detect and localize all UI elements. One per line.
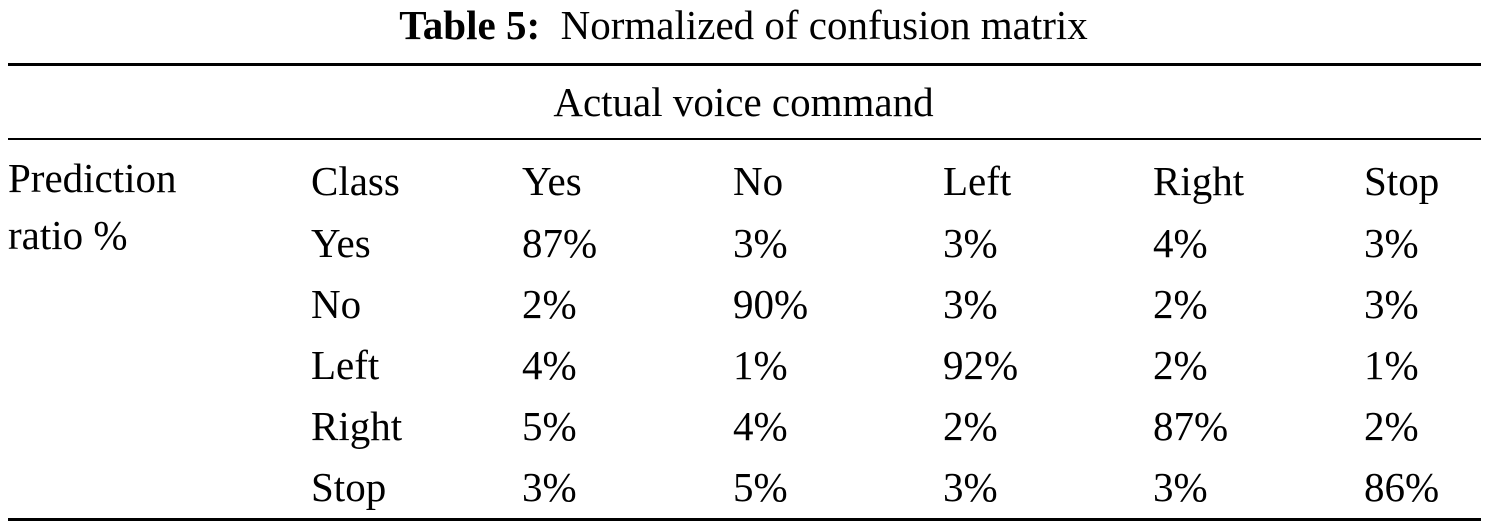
table-row: Stop 3% 5% 3% 3% 86%	[0, 456, 1487, 518]
header-cell: Stop	[1364, 158, 1440, 204]
row-class-label: Stop	[311, 464, 387, 510]
table-cell: 1%	[733, 342, 788, 388]
table-cell: 4%	[1153, 220, 1208, 266]
table-cell: 4%	[522, 342, 577, 388]
table-cell: 5%	[522, 403, 577, 449]
stub-line-2: ratio %	[8, 212, 128, 258]
row-class-label: Yes	[311, 220, 371, 266]
table-cell: 3%	[522, 464, 577, 510]
table-caption-text: Normalized of confusion matrix	[560, 2, 1088, 48]
header-cell: Left	[943, 158, 1012, 204]
table-cell: 2%	[1153, 281, 1208, 327]
table-header-row: Class Yes No Left Right Stop	[0, 150, 1487, 212]
table-cell: 3%	[943, 220, 998, 266]
table-top-rule	[8, 63, 1481, 66]
table-caption: Table 5: Normalized of confusion matrix	[0, 0, 1487, 56]
table-caption-label: Table 5:	[399, 2, 541, 48]
header-cell: Right	[1153, 158, 1245, 204]
header-cell: Yes	[522, 158, 582, 204]
table-cell: 2%	[1364, 403, 1419, 449]
table-cell: 87%	[522, 220, 598, 266]
row-class-label: No	[311, 281, 362, 327]
table-cell: 3%	[1153, 464, 1208, 510]
table-cell: 3%	[1364, 220, 1419, 266]
table-cell: 92%	[943, 342, 1019, 388]
row-class-label: Right	[311, 403, 403, 449]
table-cell: 2%	[522, 281, 577, 327]
table-bottom-rule	[8, 518, 1481, 521]
table-cell: 3%	[1364, 281, 1419, 327]
stub-line-1: Prediction	[8, 155, 177, 201]
table-cell: 86%	[1364, 464, 1440, 510]
actual-voice-command-header: Actual voice command	[553, 79, 934, 125]
row-class-label: Left	[311, 342, 380, 388]
table-cell: 3%	[943, 281, 998, 327]
table-cell: 2%	[1153, 342, 1208, 388]
prediction-ratio-stub: Prediction ratio %	[8, 150, 177, 264]
table-cell: 4%	[733, 403, 788, 449]
header-cell: Class	[311, 158, 400, 204]
table-cell: 3%	[733, 220, 788, 266]
table-cell: 2%	[943, 403, 998, 449]
table-cell: 5%	[733, 464, 788, 510]
table-cell: 1%	[1364, 342, 1419, 388]
table-row: Right 5% 4% 2% 87% 2%	[0, 395, 1487, 457]
table-row: Yes 87% 3% 3% 4% 3%	[0, 212, 1487, 274]
table-cell: 87%	[1153, 403, 1229, 449]
table-row: No 2% 90% 3% 2% 3%	[0, 273, 1487, 335]
table-mid-rule	[8, 138, 1481, 140]
table-cell: 90%	[733, 281, 809, 327]
header-cell: No	[733, 158, 784, 204]
table-cell: 3%	[943, 464, 998, 510]
table-row: Left 4% 1% 92% 2% 1%	[0, 334, 1487, 396]
